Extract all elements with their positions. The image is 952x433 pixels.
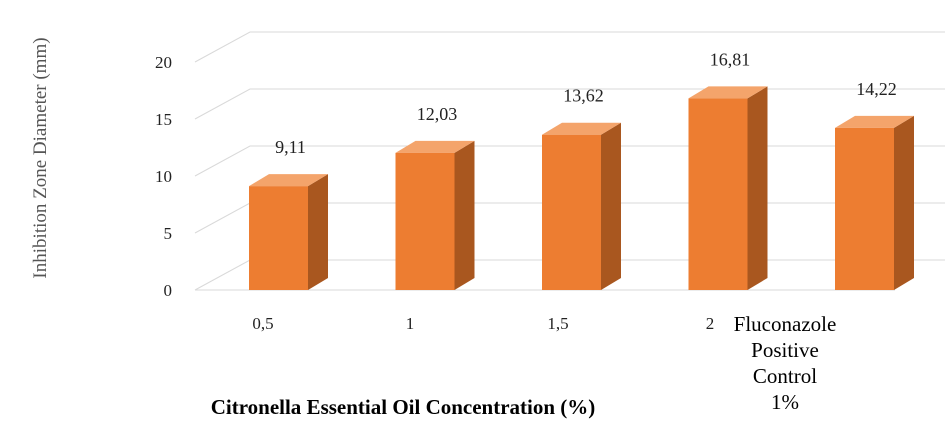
bar <box>835 115 914 290</box>
y-axis-label: Inhibition Zone Diameter (mm) <box>30 37 51 278</box>
bar <box>395 140 475 290</box>
x-axis-categories: 0,5 1 1,5 2 Fluconazole Positive Control 1% <box>252 312 836 414</box>
bar <box>688 86 768 290</box>
bar-side <box>454 140 475 290</box>
y-tick-label: 15 <box>155 110 172 129</box>
y-tick-label: 0 <box>164 281 173 300</box>
data-label: 16,81 <box>710 49 751 69</box>
bar-side <box>747 86 768 290</box>
bar <box>249 174 328 290</box>
data-label: 12,03 <box>417 104 458 124</box>
bar-top <box>395 140 475 153</box>
bar-side <box>308 174 328 290</box>
bar-side <box>894 115 914 290</box>
y-tick-label: 10 <box>155 167 172 186</box>
bar-side <box>601 122 621 291</box>
x-tick-label: 1,5 <box>547 314 568 333</box>
y-tick-label: 20 <box>155 53 172 72</box>
bar-top <box>835 115 914 128</box>
bar-top <box>542 122 621 135</box>
x-tick-label: 0,5 <box>252 314 273 333</box>
bar-top <box>688 86 768 99</box>
x-tick-label: 1 <box>406 314 415 333</box>
y-tick-label: 5 <box>164 224 173 243</box>
gridline <box>194 31 945 63</box>
y-axis-ticks: 0 5 10 15 20 <box>155 53 172 300</box>
x-tick-label: 2 <box>706 314 715 333</box>
bar-front <box>688 98 748 290</box>
data-label: 13,62 <box>563 86 604 106</box>
x-tick-label: Fluconazole Positive Control 1% <box>734 312 837 414</box>
bar-front <box>542 134 601 290</box>
bar <box>542 122 621 291</box>
x-axis-label: Citronella Essential Oil Concentration (… <box>211 395 596 419</box>
bar-front <box>395 152 455 290</box>
bar-top <box>249 174 328 187</box>
bar-front <box>249 186 308 290</box>
bars <box>249 86 914 291</box>
data-label: 9,11 <box>275 137 306 157</box>
data-labels: 9,11 12,03 13,62 16,81 14,22 <box>275 49 897 157</box>
bar-front <box>835 127 894 290</box>
data-label: 14,22 <box>856 79 897 99</box>
